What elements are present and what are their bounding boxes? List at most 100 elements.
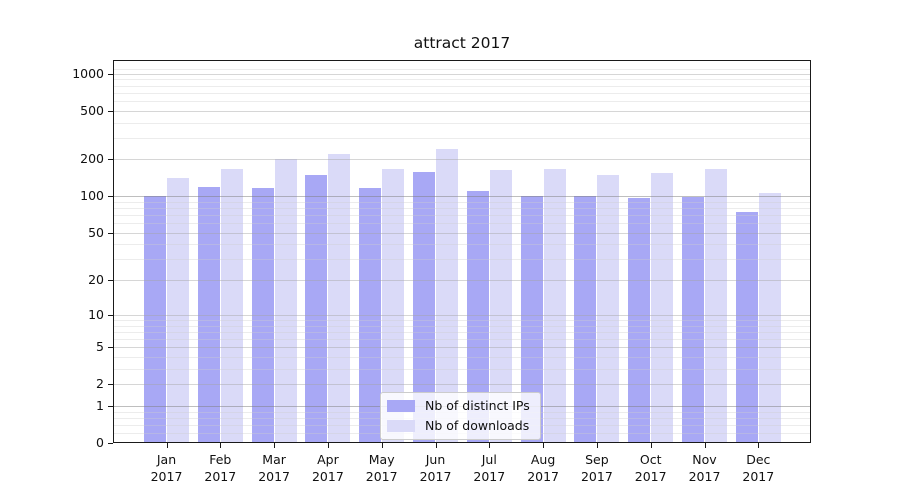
legend-item-distinct-ips: Nb of distinct IPs	[387, 398, 530, 413]
minor-gridline	[114, 79, 810, 81]
bar-distinct-ips	[735, 212, 758, 443]
x-tick-mark	[327, 443, 329, 448]
bar-distinct-ips	[251, 188, 274, 443]
minor-gridline	[114, 85, 810, 87]
x-tick-label: Oct 2017	[634, 452, 667, 484]
bar-distinct-ips	[197, 186, 220, 443]
bar-downloads	[220, 169, 243, 443]
minor-gridline	[114, 100, 810, 102]
y-tick-mark	[108, 232, 113, 234]
legend-label-distinct-ips: Nb of distinct IPs	[425, 398, 530, 413]
legend-label-downloads: Nb of downloads	[425, 418, 530, 433]
x-tick-label: Jun 2017	[419, 452, 452, 484]
x-tick-mark	[381, 443, 383, 448]
major-gridline	[114, 384, 810, 386]
minor-gridline	[114, 325, 810, 327]
y-tick-mark	[108, 314, 113, 316]
bar-downloads	[167, 178, 189, 443]
bar-distinct-ips	[574, 196, 597, 443]
y-tick-label: 100	[80, 188, 104, 204]
x-tick-mark	[650, 443, 652, 448]
major-gridline	[114, 314, 810, 316]
major-gridline	[114, 110, 810, 112]
minor-gridline	[114, 223, 810, 225]
minor-gridline	[114, 201, 810, 203]
legend-item-downloads: Nb of downloads	[387, 418, 530, 433]
y-tick-mark	[108, 347, 113, 349]
legend: Nb of distinct IPs Nb of downloads	[380, 392, 541, 440]
y-tick-mark	[108, 73, 113, 75]
y-tick-label: 500	[80, 102, 104, 118]
x-tick-mark	[704, 443, 706, 448]
y-tick-label: 5	[96, 339, 104, 355]
bar-distinct-ips	[144, 196, 166, 443]
x-tick-mark	[543, 443, 545, 448]
bar-downloads	[382, 169, 405, 443]
minor-gridline	[114, 331, 810, 333]
bar-downloads	[274, 159, 297, 443]
x-tick-label: May 2017	[365, 452, 398, 484]
bar-downloads	[705, 169, 727, 443]
x-tick-label: Nov 2017	[688, 452, 721, 484]
x-tick-mark	[274, 443, 276, 448]
x-tick-label: Dec 2017	[742, 452, 775, 484]
major-gridline	[114, 73, 810, 75]
minor-gridline	[114, 92, 810, 94]
bar-downloads	[651, 173, 674, 443]
minor-gridline	[114, 319, 810, 321]
y-tick-mark	[108, 280, 113, 282]
x-tick-label: Jan 2017	[150, 452, 183, 484]
minor-gridline	[114, 215, 810, 217]
major-gridline	[114, 280, 810, 282]
bar-distinct-ips	[628, 197, 651, 443]
y-tick-label: 50	[88, 224, 104, 240]
bar-distinct-ips	[520, 195, 543, 443]
y-tick-label: 2	[96, 376, 104, 392]
minor-gridline	[114, 122, 810, 124]
bar-downloads	[328, 154, 351, 443]
y-tick-label: 1000	[72, 65, 104, 81]
x-tick-label: Aug 2017	[527, 452, 559, 484]
y-tick-label: 200	[80, 151, 104, 167]
x-tick-mark	[435, 443, 437, 448]
y-tick-mark	[108, 443, 113, 444]
y-tick-mark	[108, 405, 113, 407]
y-tick-label: 0	[96, 435, 104, 450]
x-tick-mark	[758, 443, 760, 448]
bar-downloads	[489, 170, 512, 443]
x-tick-mark	[220, 443, 222, 448]
minor-gridline	[114, 259, 810, 261]
bar-distinct-ips	[359, 188, 382, 443]
x-tick-mark	[489, 443, 491, 448]
legend-swatch-distinct-ips	[387, 399, 415, 412]
minor-gridline	[114, 137, 810, 139]
bar-distinct-ips	[466, 191, 489, 443]
minor-gridline	[114, 68, 810, 70]
y-tick-label: 20	[88, 272, 104, 288]
y-tick-mark	[108, 196, 113, 198]
bar-distinct-ips	[305, 174, 328, 443]
x-tick-label: Feb 2017	[204, 452, 237, 484]
bar-downloads	[436, 148, 458, 443]
minor-gridline	[114, 339, 810, 340]
y-tick-label: 10	[88, 306, 104, 322]
minor-gridline	[114, 356, 810, 358]
emphasized-gridline	[114, 196, 810, 198]
x-tick-label: Apr 2017	[311, 452, 344, 484]
x-tick-mark	[166, 443, 168, 448]
y-tick-label: 1	[96, 397, 104, 413]
major-gridline	[114, 159, 810, 161]
major-gridline	[114, 232, 810, 234]
y-tick-mark	[108, 110, 113, 112]
x-tick-mark	[596, 443, 598, 448]
legend-swatch-downloads	[387, 419, 415, 432]
bar-downloads	[597, 174, 620, 443]
minor-gridline	[114, 208, 810, 209]
x-tick-label: Mar 2017	[258, 452, 290, 484]
major-gridline	[114, 347, 810, 349]
x-tick-label: Jul 2017	[473, 452, 506, 484]
y-tick-mark	[108, 159, 113, 161]
chart-title: attract 2017	[413, 34, 511, 52]
x-tick-label: Sep 2017	[580, 452, 613, 484]
